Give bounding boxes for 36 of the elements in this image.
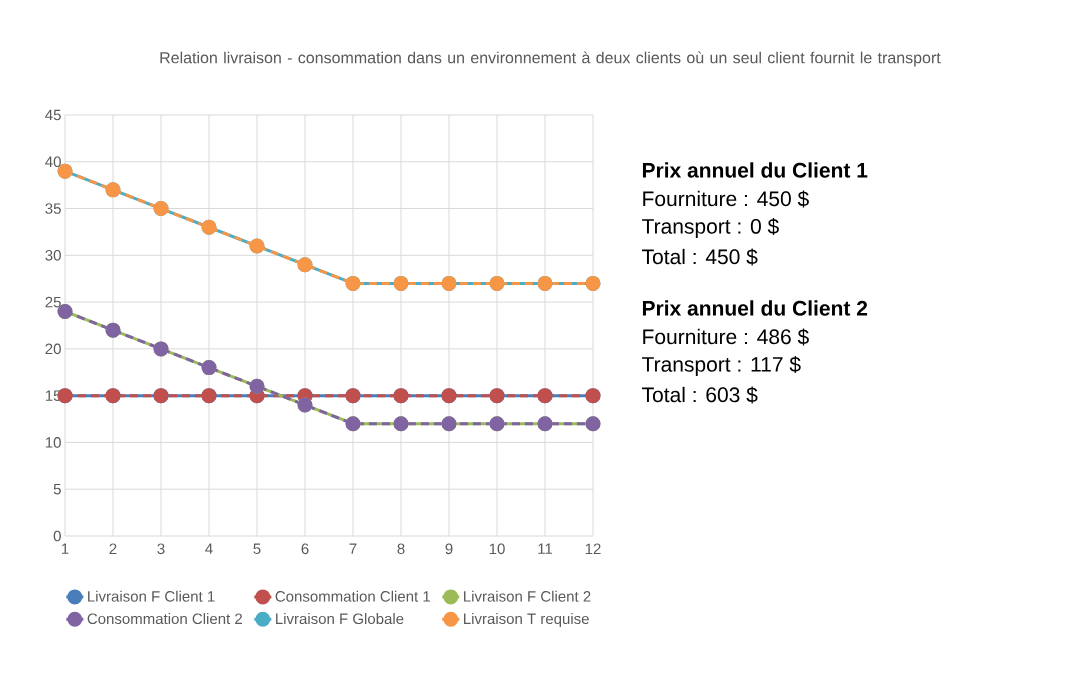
- x-tick-label: 7: [349, 543, 357, 554]
- x-tick-label: 10: [489, 543, 505, 555]
- x-tick-label: 8: [397, 543, 405, 555]
- legend-label: Livraison F Globale: [276, 613, 404, 625]
- legend-label: Consommation Client 2: [87, 613, 242, 625]
- text: Prix annuel du Client 1: [642, 162, 868, 178]
- text: Total : 450 $: [642, 248, 758, 266]
- y-tick-label: 45: [45, 109, 61, 121]
- x-tick-label: 1: [61, 543, 69, 554]
- legend-label: Consommation Client 1: [275, 590, 430, 602]
- text: Transport : 0 $: [642, 218, 779, 238]
- y-tick-label: 35: [45, 203, 61, 214]
- x-tick-label: 2: [109, 543, 117, 554]
- y-tick-label: 25: [45, 296, 61, 308]
- text: Fourniture : 486 $: [643, 328, 809, 346]
- y-tick-label: 20: [45, 343, 61, 355]
- legend-label: Livraison T requise: [464, 613, 589, 628]
- x-tick-label: 3: [157, 543, 165, 555]
- y-tick-label: 30: [45, 250, 61, 261]
- y-tick-label: 10: [45, 437, 61, 448]
- text: Prix annuel du Client 2: [642, 300, 868, 316]
- text: Total : 603 $: [642, 386, 758, 404]
- y-tick-label: 0: [53, 530, 61, 542]
- legend-label: Livraison F Client 1: [88, 590, 215, 602]
- legend-label: Livraison F Client 2: [464, 590, 591, 602]
- text: Fourniture : 450 $: [643, 190, 809, 208]
- y-tick-label: 5: [53, 483, 61, 495]
- text: Transport : 117 $: [642, 356, 801, 376]
- x-tick-label: 12: [585, 543, 601, 554]
- x-tick-label: 11: [538, 543, 553, 554]
- x-tick-label: 6: [301, 543, 309, 555]
- x-tick-label: 4: [205, 543, 213, 554]
- x-tick-label: 9: [445, 543, 453, 555]
- y-tick-label: 40: [45, 156, 61, 168]
- x-tick-label: 5: [253, 543, 261, 554]
- chart-title: Relation livraison - consommation dans un environnement à deux clients où un seul client fournit le transport: [160, 51, 941, 67]
